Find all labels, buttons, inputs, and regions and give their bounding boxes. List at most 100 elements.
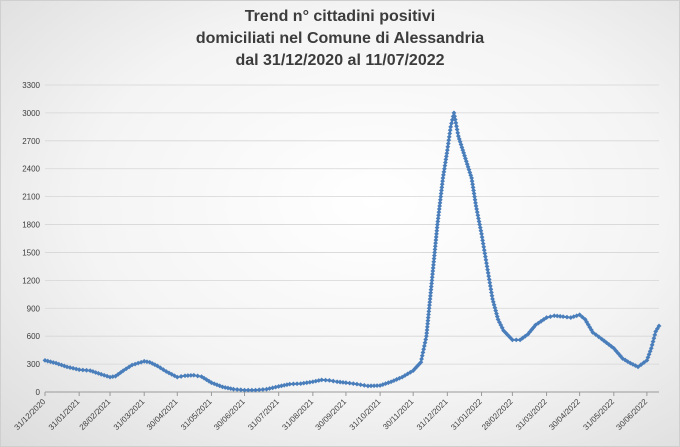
data-point xyxy=(427,302,432,308)
data-point xyxy=(201,375,207,381)
data-point xyxy=(479,234,485,240)
data-point xyxy=(428,284,434,289)
data-point xyxy=(319,377,325,383)
data-point xyxy=(425,315,431,320)
data-point xyxy=(120,368,126,374)
data-point xyxy=(473,200,478,206)
data-point xyxy=(431,262,436,268)
data-point xyxy=(432,246,438,252)
data-point xyxy=(480,237,486,243)
data-point xyxy=(445,141,451,146)
data-point xyxy=(126,364,132,370)
data-point xyxy=(474,209,480,215)
data-point xyxy=(238,387,244,393)
data-point xyxy=(478,228,484,234)
data-point xyxy=(509,337,515,343)
data-point xyxy=(436,212,441,218)
data-point xyxy=(641,360,647,365)
data-point xyxy=(160,367,166,373)
data-point xyxy=(477,225,483,231)
x-tick-label: 31/05/2022 xyxy=(581,397,616,432)
data-point xyxy=(440,175,446,181)
data-point xyxy=(330,378,336,384)
y-axis-tick-labels: 0 300 600 900 1200 1500 1800 2100 2400 2700 3000 33… xyxy=(22,81,40,397)
data-point xyxy=(596,334,602,340)
data-point xyxy=(481,247,487,253)
data-point xyxy=(163,369,169,374)
data-point xyxy=(656,323,662,329)
data-point xyxy=(429,277,435,283)
data-point xyxy=(426,305,432,311)
data-point xyxy=(334,379,340,385)
data-point xyxy=(448,124,454,130)
x-tick-label: 31/03/2021 xyxy=(112,397,147,432)
data-point xyxy=(433,237,439,243)
data-point xyxy=(424,333,429,339)
data-point xyxy=(454,123,459,129)
data-point xyxy=(560,314,566,320)
data-point xyxy=(470,181,475,187)
data-point xyxy=(442,163,448,169)
data-point xyxy=(327,377,332,383)
data-point xyxy=(593,332,599,338)
data-point xyxy=(234,387,240,392)
data-point xyxy=(520,335,526,341)
data-point xyxy=(444,147,450,153)
data-point xyxy=(436,209,442,215)
gridlines xyxy=(45,84,659,393)
data-point xyxy=(475,212,481,218)
data-point xyxy=(380,382,386,387)
data-point xyxy=(438,194,444,200)
data-point xyxy=(419,356,424,362)
data-point xyxy=(472,194,477,200)
data-point xyxy=(486,277,492,282)
data-point xyxy=(425,321,431,327)
data-point xyxy=(421,343,427,349)
y-tick-label: 1800 xyxy=(22,221,40,230)
data-point xyxy=(422,340,428,346)
data-point xyxy=(437,197,443,203)
x-tick-label: 31/01/2022 xyxy=(449,397,484,432)
y-tick-label: 1200 xyxy=(22,276,40,285)
data-point xyxy=(544,315,549,320)
y-tick-label: 3000 xyxy=(22,109,40,118)
data-point xyxy=(449,117,455,123)
data-point xyxy=(574,313,580,319)
data-point xyxy=(421,346,427,352)
data-point xyxy=(469,178,475,184)
chart-title-line-2: domiciliati nel Comune di Alessandria xyxy=(196,30,484,47)
data-point xyxy=(195,373,201,379)
data-point xyxy=(437,203,443,209)
data-point xyxy=(394,377,400,382)
data-point xyxy=(273,384,279,390)
data-point xyxy=(426,312,431,317)
data-point xyxy=(144,359,150,365)
x-tick-label: 30/06/2021 xyxy=(212,397,247,432)
data-point xyxy=(648,345,654,351)
data-point xyxy=(427,296,433,302)
data-point xyxy=(488,286,494,292)
data-point xyxy=(439,181,445,187)
data-point xyxy=(476,219,482,224)
data-point xyxy=(557,313,563,319)
data-point xyxy=(435,222,440,227)
data-point xyxy=(455,130,461,136)
data-point xyxy=(260,387,266,392)
data-point xyxy=(281,382,287,388)
data-point xyxy=(513,337,519,343)
data-point xyxy=(644,357,650,363)
data-point xyxy=(474,206,480,212)
chart-title-line-3: dal 31/12/2020 al 11/07/2022 xyxy=(235,52,444,69)
data-point xyxy=(651,335,657,341)
data-point xyxy=(242,387,247,393)
data-point xyxy=(577,312,583,318)
data-point xyxy=(531,324,537,330)
data-point xyxy=(454,127,460,132)
data-point xyxy=(188,373,194,378)
data-point xyxy=(427,299,433,305)
data-point xyxy=(191,372,197,378)
data-point xyxy=(485,267,490,273)
x-tick-label: 30/04/2021 xyxy=(145,397,180,432)
x-tick-label: 31/01/2021 xyxy=(47,397,82,432)
